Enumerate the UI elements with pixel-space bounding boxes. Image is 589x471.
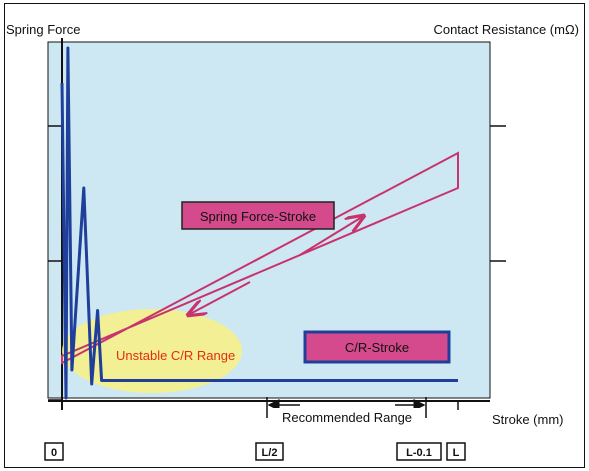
recommended-range-label: Recommended Range bbox=[282, 410, 412, 425]
x-tick-label-box bbox=[255, 442, 284, 461]
unstable-range-ellipse bbox=[62, 309, 242, 393]
x-tick-label: 0 bbox=[51, 447, 57, 459]
unstable-range-label: Unstable C/R Range bbox=[116, 348, 235, 363]
x-tick-label: L-0.1 bbox=[406, 447, 432, 459]
x-axis-label: Stroke (mm) bbox=[492, 412, 564, 427]
cr-label-box bbox=[303, 330, 451, 364]
x-tick-label-box bbox=[396, 442, 442, 461]
spring-force-label: Spring Force-Stroke bbox=[200, 209, 316, 224]
series-cr-line bbox=[60, 46, 458, 400]
spring-force-label-box bbox=[181, 201, 335, 230]
y-left-axis-label: Spring Force bbox=[6, 22, 81, 37]
x-tick-label-box bbox=[44, 442, 64, 461]
spring-force-arrow-down bbox=[190, 281, 251, 314]
figure-frame bbox=[4, 3, 585, 468]
spring-force-arrow-up bbox=[299, 217, 362, 256]
x-tick-label: L bbox=[453, 447, 460, 459]
cr-label: C/R-Stroke bbox=[345, 340, 409, 355]
recommended-range-label-bg bbox=[270, 408, 424, 427]
y-right-axis-label: Contact Resistance (mΩ) bbox=[433, 22, 579, 37]
x-tick-label: L/2 bbox=[262, 447, 278, 459]
x-tick-label-box bbox=[446, 442, 466, 461]
